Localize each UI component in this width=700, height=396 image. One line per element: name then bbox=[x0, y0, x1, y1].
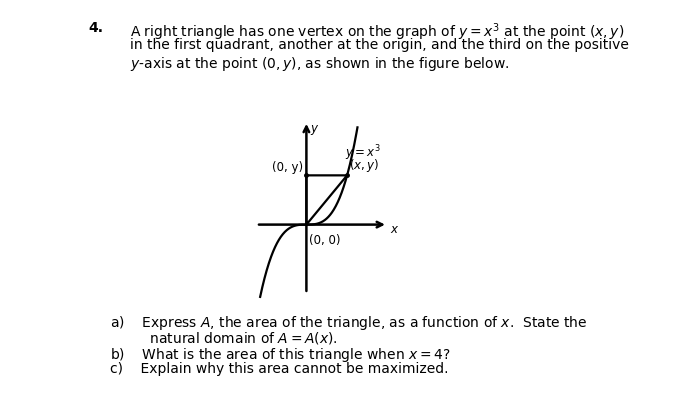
Text: A right triangle has one vertex on the graph of $y = x^{3}$ at the point $(x, y): A right triangle has one vertex on the g… bbox=[130, 21, 624, 43]
Text: $y$-axis at the point $(0, y)$, as shown in the figure below.: $y$-axis at the point $(0, y)$, as shown… bbox=[130, 55, 509, 73]
Text: $(x, y)$: $(x, y)$ bbox=[349, 156, 379, 173]
Text: $x$: $x$ bbox=[390, 223, 399, 236]
Text: 4.: 4. bbox=[88, 21, 103, 35]
Text: (0, 0): (0, 0) bbox=[309, 234, 340, 247]
Text: c)    Explain why this area cannot be maximized.: c) Explain why this area cannot be maxim… bbox=[110, 362, 449, 376]
Text: natural domain of $A = A(x)$.: natural domain of $A = A(x)$. bbox=[110, 330, 338, 346]
Text: a)    Express $A$, the area of the triangle, as a function of $x$.  State the: a) Express $A$, the area of the triangle… bbox=[110, 314, 587, 332]
Text: $y=x^3$: $y=x^3$ bbox=[345, 143, 381, 163]
Text: (0, y): (0, y) bbox=[272, 160, 302, 173]
Text: in the first quadrant, another at the origin, and the third on the positive: in the first quadrant, another at the or… bbox=[130, 38, 629, 52]
Text: b)    What is the area of this triangle when $x = 4$?: b) What is the area of this triangle whe… bbox=[110, 346, 451, 364]
Text: $y$: $y$ bbox=[310, 123, 319, 137]
